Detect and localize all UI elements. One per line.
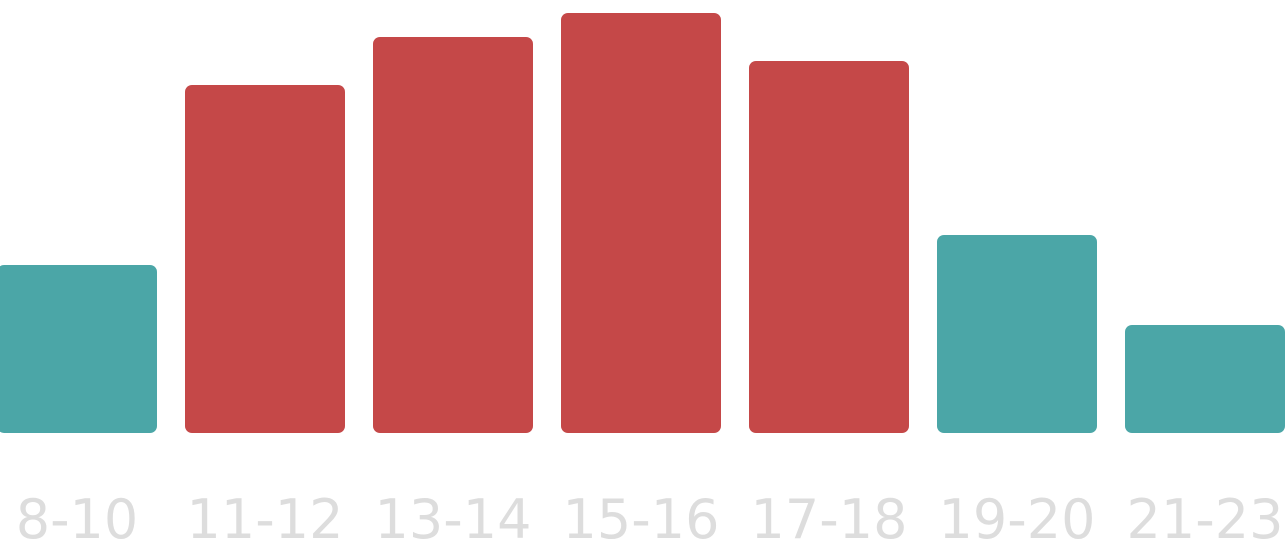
bars-group bbox=[0, 13, 1285, 433]
bar-8-10 bbox=[0, 265, 157, 433]
x-tick-label: 21-23 bbox=[1127, 488, 1284, 551]
x-tick-label: 19-20 bbox=[939, 488, 1096, 551]
x-tick-label: 8-10 bbox=[16, 488, 139, 551]
bar-21-23 bbox=[1125, 325, 1285, 433]
bar-11-12 bbox=[185, 85, 345, 433]
x-tick-label: 15-16 bbox=[563, 488, 720, 551]
x-tick-label: 13-14 bbox=[375, 488, 532, 551]
x-tick-labels: 8-10 11-12 13-14 15-16 17-18 19-20 21-23 bbox=[16, 488, 1284, 551]
bar-19-20 bbox=[937, 235, 1097, 433]
bar-15-16 bbox=[561, 13, 721, 433]
bar-13-14 bbox=[373, 37, 533, 433]
x-tick-label: 17-18 bbox=[751, 488, 908, 551]
bar-17-18 bbox=[749, 61, 909, 433]
x-tick-label: 11-12 bbox=[187, 488, 344, 551]
